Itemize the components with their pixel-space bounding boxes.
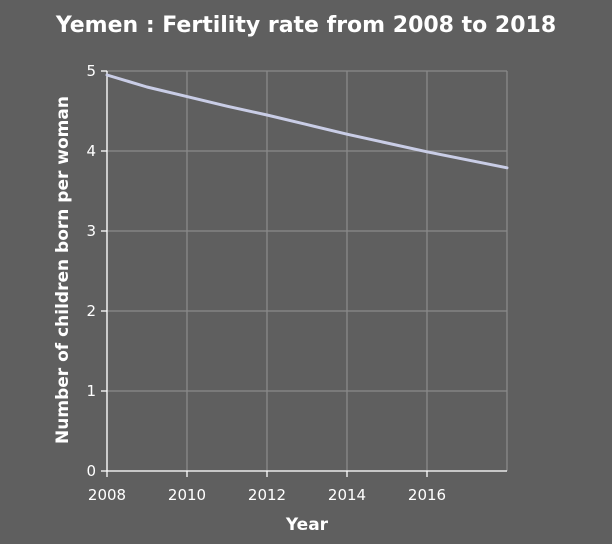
x-tick-label: 2012 bbox=[248, 486, 286, 504]
x-tick-label: 2016 bbox=[408, 486, 446, 504]
y-axis-title: Number of children born per woman bbox=[53, 96, 73, 444]
y-tick-label: 0 bbox=[86, 462, 96, 480]
y-tick-label: 2 bbox=[86, 302, 96, 320]
y-tick-label: 4 bbox=[86, 142, 96, 160]
fertility-rate-line bbox=[105, 73, 509, 170]
series-layer bbox=[105, 73, 509, 170]
tick-labels: 0 1 2 3 4 5 2008 2010 2012 2014 2016 bbox=[86, 62, 446, 504]
x-tick-label: 2014 bbox=[328, 486, 366, 504]
y-tick-label: 3 bbox=[86, 222, 96, 240]
axes bbox=[101, 70, 507, 477]
x-tick-label: 2010 bbox=[168, 486, 206, 504]
gridlines bbox=[106, 70, 508, 472]
x-axis-title: Year bbox=[285, 515, 329, 535]
y-tick-label: 5 bbox=[86, 62, 96, 80]
chart-title: Yemen : Fertility rate from 2008 to 2018 bbox=[55, 13, 556, 38]
y-tick-label: 1 bbox=[86, 382, 96, 400]
x-tick-label: 2008 bbox=[88, 486, 126, 504]
